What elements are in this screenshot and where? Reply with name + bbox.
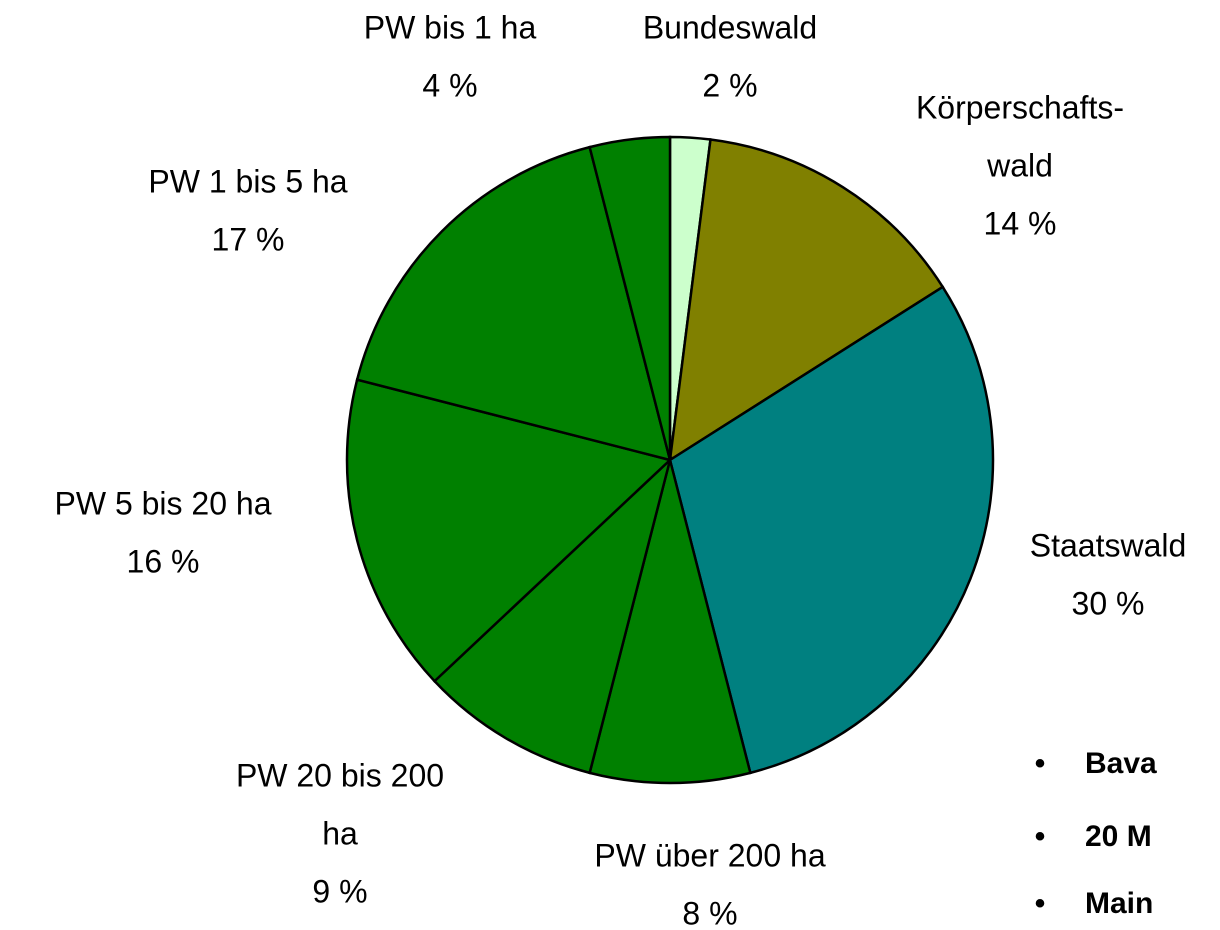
slice-label: PW 20 bis 200 [236,757,444,793]
slice-label: PW 5 bis 20 ha [55,485,272,521]
pie-slice [668,285,995,775]
slice-label: Bundeswald [643,9,817,45]
pie-slice [345,378,673,683]
slice-label: wald [986,147,1053,183]
pie-slice [588,459,752,785]
bullet-text: 20 M [1085,820,1152,853]
pie-slice [432,456,673,775]
value-label: 4 % [422,67,477,103]
slice-label: Körperschafts- [916,89,1124,125]
value-label: 2 % [702,67,757,103]
value-label: 14 % [984,205,1057,241]
bullet-dot: • [1035,887,1046,920]
value-label: 17 % [212,221,285,257]
pie-slice [588,135,672,461]
bullet-dot: • [1035,747,1046,780]
bullet-text: Main [1085,887,1153,920]
pie-slice [355,145,672,462]
pie-slice [668,138,945,463]
slice-label: PW bis 1 ha [364,9,537,45]
value-label: 9 % [312,873,367,909]
value-label: 30 % [1072,585,1145,621]
slice-label: PW 1 bis 5 ha [148,163,347,199]
bullet-dot: • [1035,820,1046,853]
value-label: 8 % [682,895,737,930]
slice-label: PW über 200 ha [594,837,825,873]
bullet-text: Bava [1085,747,1157,780]
value-label: 16 % [127,543,200,579]
slice-label: ha [322,815,358,851]
slice-label: Staatswald [1030,527,1187,563]
